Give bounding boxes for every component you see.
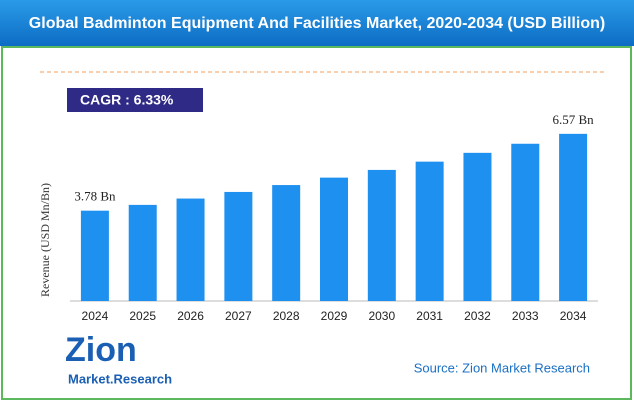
logo-name: Zion bbox=[65, 331, 137, 369]
frame bbox=[1, 46, 632, 400]
x-tick-label: 2029 bbox=[321, 309, 348, 323]
bar bbox=[80, 210, 109, 301]
x-tick-label: 2026 bbox=[177, 309, 204, 323]
x-tick-label: 2027 bbox=[225, 309, 252, 323]
y-axis-label: Revenue (USD Mn/Bn) bbox=[38, 183, 52, 297]
bar bbox=[320, 177, 348, 301]
x-tick-label: 2033 bbox=[512, 309, 539, 323]
bar bbox=[415, 161, 444, 301]
x-tick-label: 2032 bbox=[464, 309, 491, 323]
cagr-box bbox=[67, 88, 203, 112]
source: Source: Zion Market Research bbox=[414, 360, 590, 375]
bar bbox=[224, 191, 253, 301]
x-tick-label: 2028 bbox=[273, 309, 300, 323]
x-tick-label: 2025 bbox=[129, 309, 156, 323]
data-label: 3.78 Bn bbox=[74, 189, 116, 204]
chart-title: Global Badminton Equipment And Facilitie… bbox=[29, 15, 605, 32]
logo-tagline: Market.Research bbox=[68, 371, 172, 386]
bar bbox=[272, 185, 301, 301]
cagr-label: CAGR : 6.33% bbox=[80, 92, 174, 108]
x-tick-label: 2031 bbox=[416, 309, 443, 323]
data-label: 6.57 Bn bbox=[553, 112, 595, 127]
bar bbox=[511, 143, 540, 301]
x-tick-label: 2024 bbox=[82, 309, 109, 323]
title-bar bbox=[0, 0, 634, 46]
x-tick-label: 2034 bbox=[560, 309, 587, 323]
bar bbox=[176, 198, 205, 301]
bar bbox=[559, 133, 588, 301]
bar bbox=[463, 152, 492, 301]
x-tick-label: 2030 bbox=[368, 309, 395, 323]
bar bbox=[128, 204, 157, 301]
bar bbox=[367, 169, 396, 301]
